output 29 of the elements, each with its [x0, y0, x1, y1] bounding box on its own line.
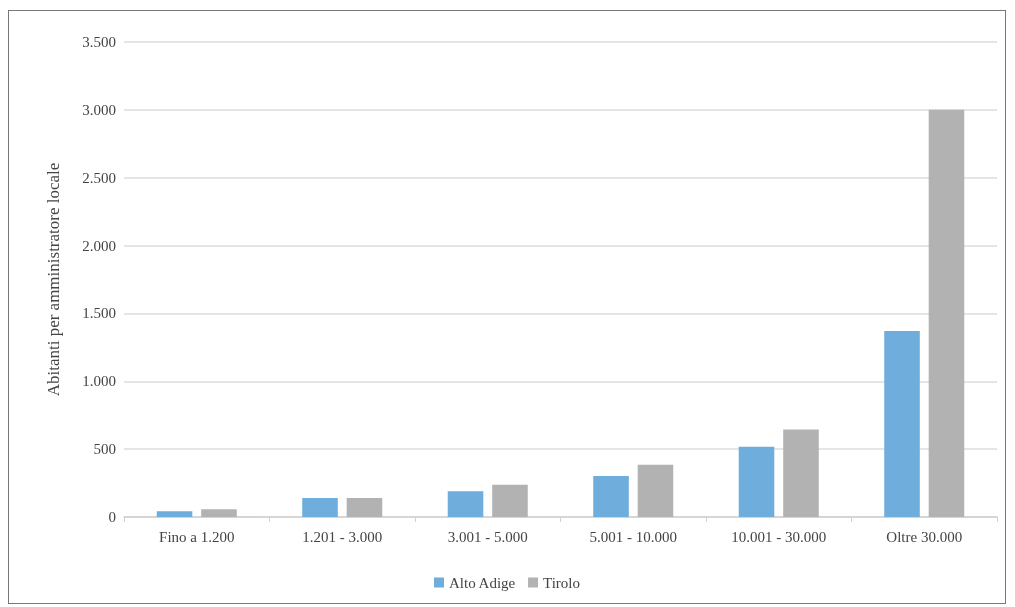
y-tick-label: 500: [93, 441, 116, 458]
bar: [928, 109, 965, 517]
y-axis-title: Abitanti per amministratore locale: [44, 162, 63, 397]
bar: [738, 446, 775, 517]
bar: [156, 511, 193, 517]
bar: [201, 509, 237, 517]
y-tick-label: 3.000: [82, 101, 116, 118]
x-tick-label: Oltre 30.000: [886, 528, 963, 545]
y-tick-label: 2.500: [82, 169, 116, 186]
legend-label: Alto Adige: [448, 574, 516, 591]
bar: [783, 429, 819, 517]
x-tick-label: 1.201 - 3.000: [302, 528, 383, 545]
y-tick-label: 1.000: [82, 373, 116, 390]
x-tick-label: 10.001 - 30.000: [731, 528, 827, 545]
y-tick-label: 3.500: [82, 34, 116, 50]
bar: [884, 331, 920, 517]
bar: [492, 484, 528, 517]
bar: [302, 498, 338, 517]
legend-label: Tirolo: [543, 574, 581, 591]
bar: [637, 464, 674, 517]
x-tick-label: 3.001 - 5.000: [447, 528, 528, 545]
x-tick-label: Fino a 1.200: [159, 528, 235, 545]
y-tick-label: 0: [108, 509, 116, 525]
bar: [447, 491, 484, 517]
x-tick-label: 5.001 - 10.000: [589, 528, 677, 545]
y-tick-label: 1.500: [82, 305, 116, 322]
bar: [346, 498, 383, 517]
y-tick-label: 2.000: [82, 237, 116, 254]
bar: [593, 476, 629, 517]
